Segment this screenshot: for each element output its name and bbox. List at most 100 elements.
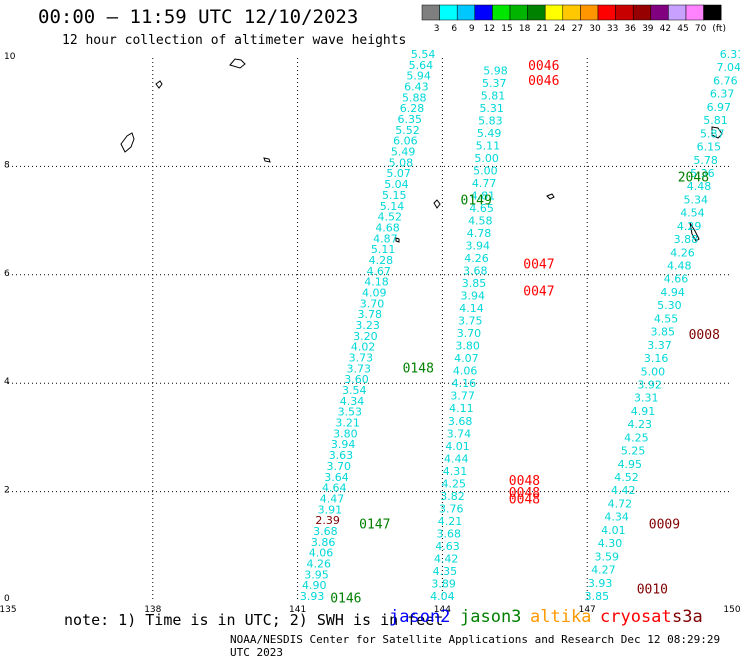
swh-value: 4.29 — [677, 220, 702, 233]
swh-value: 4.63 — [435, 540, 460, 553]
x-tick-label: 147 — [579, 605, 596, 615]
swh-value: 4.28 — [369, 254, 394, 267]
y-tick-label: 2 — [4, 486, 10, 496]
satellite-s3a: s3a — [672, 607, 703, 627]
pass-time-label: 0047 — [523, 257, 554, 272]
swh-value: 5.81 — [703, 114, 728, 127]
swh-value: 4.06 — [309, 547, 334, 560]
swh-value: 6.76 — [713, 74, 738, 87]
colorbar-swatch — [421, 4, 440, 21]
swh-value: 4.34 — [604, 511, 629, 524]
chart-note: note: 1) Time is in UTC; 2) SWH is in fe… — [64, 611, 444, 629]
pass-time-label: 0048 — [509, 486, 540, 501]
y-tick-label: 6 — [4, 269, 10, 279]
swh-value: 4.44 — [444, 452, 469, 465]
colorbar-label: 21 — [536, 24, 547, 34]
swh-value: 4.02 — [351, 341, 376, 354]
y-tick-label: 10 — [4, 52, 16, 62]
y-tick-label: 0 — [4, 594, 10, 604]
swh-value: 3.16 — [644, 352, 669, 365]
colorbar-swatch — [544, 4, 564, 21]
swh-value: 3.85 — [462, 277, 487, 290]
swh-value: 3.89 — [431, 577, 456, 590]
swh-value: 6.06 — [393, 135, 418, 148]
x-tick-label: 150 — [723, 605, 740, 615]
swh-value: 4.78 — [467, 227, 492, 240]
chart-subtitle: 12 hour collection of altimeter wave hei… — [62, 33, 407, 48]
swh-value: 5.36 — [690, 167, 715, 180]
satellite-jason2: jason2 — [389, 607, 451, 627]
colorbar-label: 9 — [469, 24, 475, 34]
swh-value: 4.16 — [452, 377, 477, 390]
swh-value: 4.21 — [438, 515, 463, 528]
chart-title: 00:00 – 11:59 UTC 12/10/2023 — [38, 6, 359, 28]
x-tick-label: 135 — [0, 605, 17, 615]
swh-value: 5.11 — [476, 139, 501, 152]
swh-value: 4.25 — [442, 477, 467, 490]
swh-value: 3.88 — [674, 233, 699, 246]
swh-value: 4.52 — [378, 211, 403, 224]
swh-value: 4.87 — [373, 232, 398, 245]
swh-value: 5.15 — [382, 189, 407, 202]
swh-value: 5.37 — [482, 77, 507, 90]
swh-value: 6.31 — [720, 48, 740, 61]
colorbar-swatch — [527, 4, 546, 21]
swh-value: 3.74 — [447, 427, 472, 440]
colorbar-label: 27 — [572, 24, 583, 34]
colorbar-swatch — [492, 4, 511, 21]
swh-value: 4.81 — [471, 189, 496, 202]
swh-value: 4.67 — [366, 265, 391, 278]
colorbar-label: 42 — [660, 24, 671, 34]
swh-value: 5.87 — [700, 127, 725, 140]
x-tick-label: 138 — [144, 605, 161, 615]
colorbar-swatch — [509, 4, 528, 21]
swh-value: 3.91 — [318, 503, 343, 516]
pass-time-label: 0146 — [330, 592, 361, 607]
swh-value: 5.88 — [402, 91, 427, 104]
colorbar-label: 30 — [589, 24, 601, 34]
swh-value: 3.80 — [455, 340, 480, 353]
swh-value: 4.01 — [601, 524, 626, 537]
swh-value: 4.48 — [687, 180, 712, 193]
swh-value: 3.20 — [353, 330, 378, 343]
chart-grid: 135 138 141 144 147 150 0 2 4 6 8 10 — [0, 52, 740, 615]
colorbar-label: 70 — [695, 24, 707, 34]
swh-value: 4.14 — [459, 302, 484, 315]
swh-value: 6.35 — [398, 113, 423, 126]
pass-time-label: 0147 — [359, 517, 390, 532]
colorbar-swatch — [632, 4, 652, 21]
island-outline — [711, 126, 723, 139]
swh-value: 5.78 — [693, 154, 718, 167]
swh-value: 3.54 — [342, 384, 367, 397]
colorbar-label: 24 — [554, 24, 566, 34]
swh-value: 4.09 — [362, 286, 387, 299]
swh-value: 4.64 — [322, 482, 347, 495]
swh-value: 4.04 — [430, 590, 455, 603]
swh-value: 3.70 — [360, 297, 385, 310]
swh-value: 3.70 — [457, 327, 482, 340]
swh-value: 4.68 — [375, 221, 400, 234]
swh-value: 5.00 — [641, 365, 666, 378]
swh-value: 3.70 — [326, 460, 351, 473]
pass-time-label: 0149 — [461, 193, 492, 208]
swh-value: 3.60 — [344, 373, 369, 386]
colorbar-swatch — [456, 4, 476, 21]
swh-value: 4.27 — [591, 564, 616, 577]
swh-value: 3.21 — [335, 417, 360, 430]
y-tick-label: 4 — [4, 377, 10, 387]
swh-value: 3.86 — [311, 536, 336, 549]
colorbar-label: 39 — [642, 24, 654, 34]
pass-time-label: 0046 — [528, 59, 559, 74]
island-outline — [395, 237, 400, 243]
swh-value: 3.82 — [440, 490, 465, 503]
swh-value: 3.85 — [651, 326, 676, 339]
swh-value: 3.93 — [300, 590, 325, 603]
swh-value: 4.54 — [680, 207, 705, 220]
colorbar-label: 6 — [451, 24, 457, 34]
swh-value: 4.58 — [468, 214, 493, 227]
swh-value: 3.78 — [358, 308, 383, 321]
swh-value: 4.25 — [624, 431, 649, 444]
swh-value: 4.47 — [320, 492, 345, 505]
colorbar-swatch — [703, 4, 722, 21]
